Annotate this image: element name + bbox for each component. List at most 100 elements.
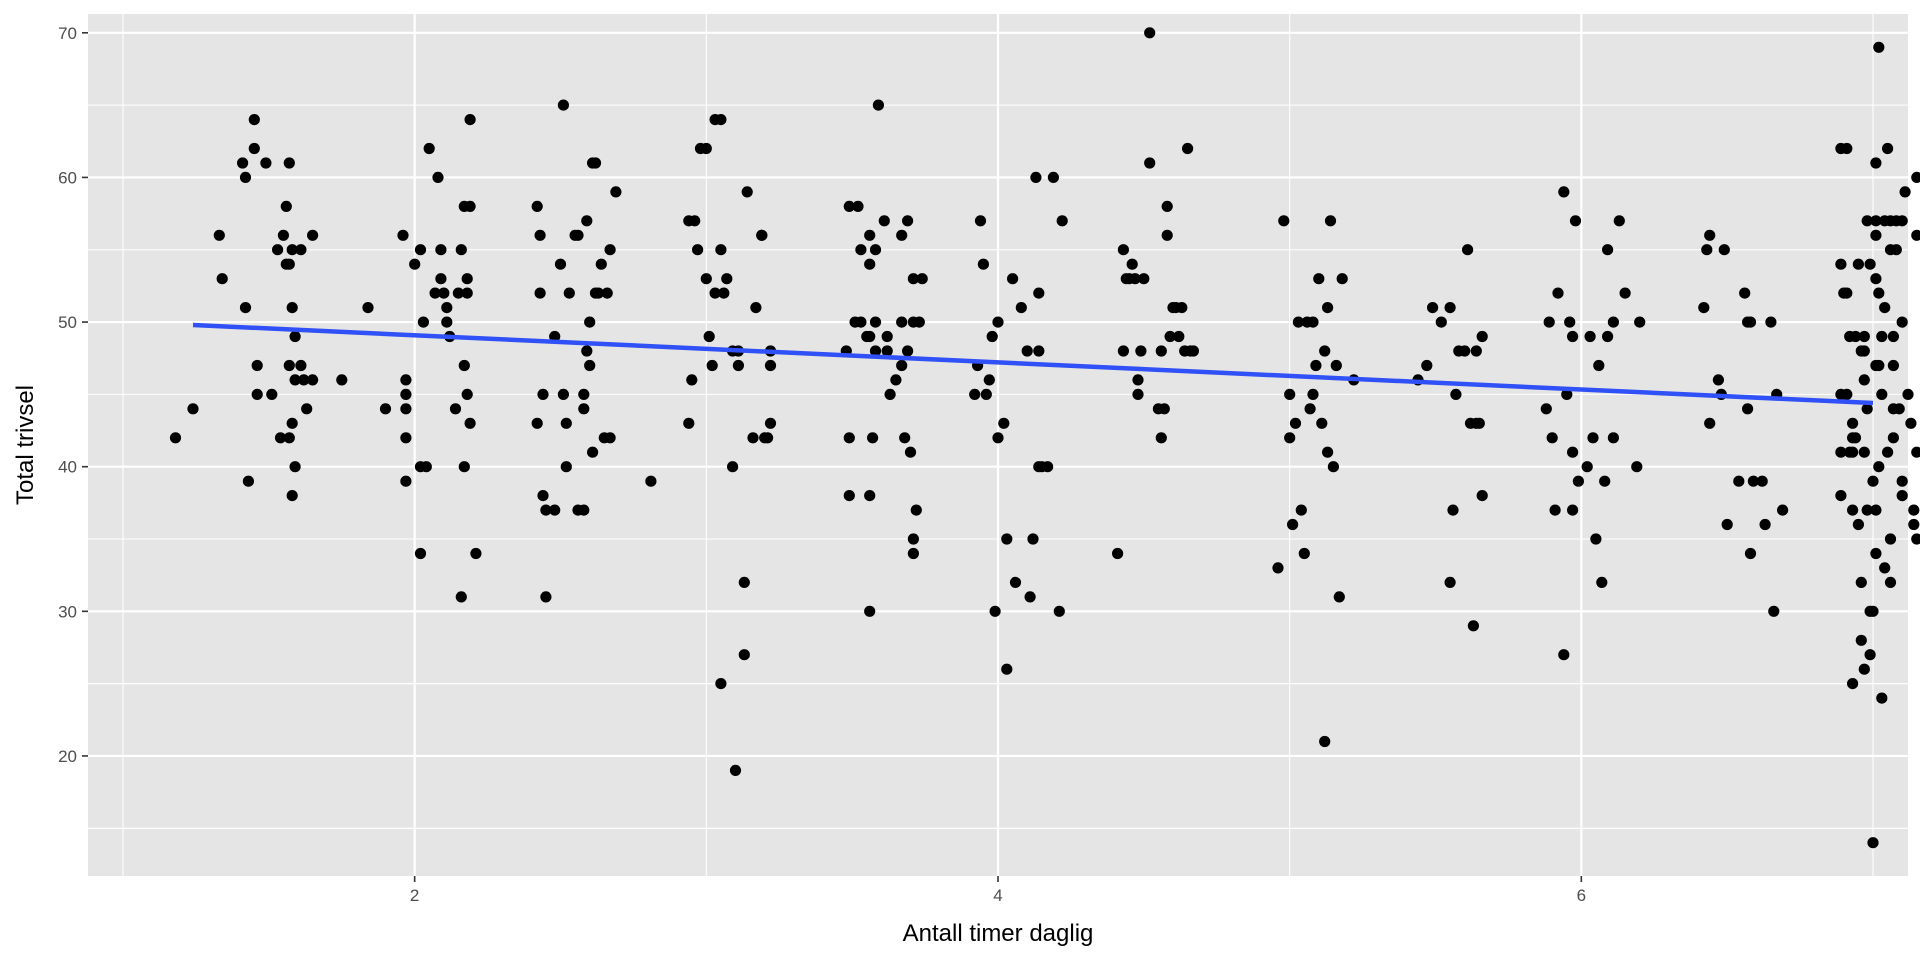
data-point (1284, 388, 1296, 400)
data-point (872, 99, 885, 111)
data-point (286, 490, 298, 502)
data-point (715, 678, 727, 690)
data-point (534, 229, 546, 241)
data-point (1879, 562, 1891, 574)
data-point (977, 258, 990, 270)
data-point (280, 200, 292, 212)
data-point (266, 388, 278, 400)
data-point (1619, 287, 1631, 299)
tick-layer: 2 4 6 20 30 40 50 60 70 (58, 24, 1586, 905)
data-point (1584, 330, 1596, 343)
data-point (534, 287, 546, 299)
data-point (998, 417, 1010, 429)
data-point (307, 374, 319, 386)
data-point (1155, 432, 1167, 444)
data-point (1634, 316, 1646, 328)
data-point (584, 316, 596, 328)
data-point (1847, 446, 1859, 458)
data-point (1893, 403, 1905, 415)
data-point (1835, 446, 1847, 458)
data-point (1896, 316, 1908, 328)
data-point (1546, 432, 1558, 444)
data-point (592, 287, 605, 299)
data-point (1864, 649, 1876, 661)
data-point (554, 258, 567, 270)
data-point (1911, 171, 1920, 183)
data-point (727, 461, 739, 473)
data-point (414, 547, 427, 560)
data-point (1462, 244, 1474, 256)
data-point (417, 316, 429, 328)
data-point (1322, 302, 1334, 314)
data-point (441, 302, 453, 314)
data-point (461, 388, 473, 400)
data-point (237, 157, 249, 169)
data-point (420, 461, 432, 473)
data-point (1870, 273, 1882, 285)
data-point (1890, 244, 1902, 256)
data-point (1447, 504, 1459, 516)
data-point (1835, 490, 1847, 502)
data-point (1567, 504, 1579, 516)
data-point (604, 432, 616, 444)
data-point (700, 142, 712, 155)
data-point (1284, 432, 1296, 444)
data-point (864, 258, 876, 270)
data-point (1852, 518, 1864, 531)
data-point (563, 287, 575, 299)
x-tick-label: 4 (993, 886, 1002, 905)
data-point (286, 244, 298, 256)
data-point (1030, 171, 1042, 183)
data-point (843, 200, 855, 212)
data-point (1721, 518, 1733, 531)
data-point (1858, 345, 1870, 357)
data-point (1135, 345, 1147, 357)
data-point (907, 547, 920, 560)
data-point (1747, 475, 1759, 487)
data-point (1896, 490, 1908, 502)
data-point (1182, 142, 1194, 155)
data-point (1112, 547, 1124, 560)
data-point (414, 244, 427, 256)
data-point (1126, 258, 1138, 270)
data-point (890, 374, 902, 386)
data-point (1887, 330, 1899, 343)
data-point (1847, 504, 1859, 516)
data-point (703, 330, 715, 343)
data-point (896, 229, 908, 241)
data-point (843, 490, 855, 502)
data-point (464, 114, 476, 126)
data-point (1873, 461, 1885, 473)
data-point (738, 576, 750, 589)
data-point (295, 359, 307, 372)
data-point (283, 432, 295, 444)
data-point (1307, 316, 1319, 328)
data-point (1278, 215, 1290, 227)
data-point (187, 403, 199, 415)
data-point (1161, 200, 1173, 212)
data-point (969, 388, 981, 400)
data-point (878, 215, 890, 227)
data-point (242, 475, 254, 487)
data-point (470, 547, 482, 560)
data-point (686, 374, 698, 386)
data-point (1144, 157, 1156, 169)
data-point (1759, 518, 1771, 531)
data-point (1336, 273, 1348, 285)
y-tick-label: 40 (58, 458, 77, 477)
data-point (721, 273, 733, 285)
data-point (1861, 403, 1873, 415)
data-point (298, 374, 310, 386)
data-point (764, 359, 777, 372)
data-point (1870, 215, 1882, 227)
data-point (855, 244, 867, 256)
data-point (1001, 663, 1013, 675)
data-point (1607, 432, 1619, 444)
data-point (1322, 446, 1334, 458)
data-point (1882, 446, 1894, 458)
data-point (452, 287, 464, 299)
data-point (537, 388, 549, 400)
data-point (1847, 417, 1859, 429)
data-point (645, 475, 657, 487)
data-point (1444, 302, 1456, 314)
